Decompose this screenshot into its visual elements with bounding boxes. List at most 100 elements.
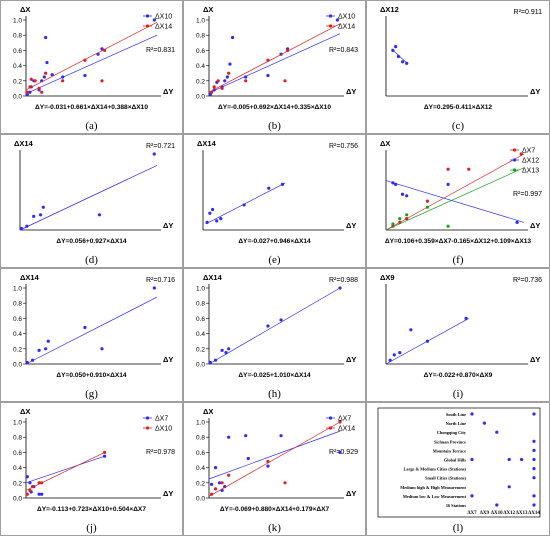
data-point <box>210 207 215 212</box>
data-point <box>266 464 270 468</box>
data-point <box>242 203 246 207</box>
data-point <box>42 75 46 79</box>
data-point <box>338 420 342 424</box>
r-squared: R²=0.716 <box>146 277 175 284</box>
y-tick-label: 1.0 <box>196 420 205 427</box>
panel-border <box>0 0 183 134</box>
y-axis-label: ΔX <box>380 139 390 148</box>
data-point <box>425 339 429 343</box>
regression-equation: ΔY=-0.022+0.870×ΔX9 <box>424 372 493 379</box>
y-tick-label: 0.4 <box>13 63 22 70</box>
y-tick-label: 0.6 <box>196 316 205 323</box>
table-column-label: ΔX9 <box>480 511 490 516</box>
data-point <box>41 205 45 209</box>
data-point <box>286 48 290 53</box>
x-axis-label: ΔY <box>530 355 540 364</box>
data-point <box>83 58 87 62</box>
panel-label: (f) <box>453 254 464 266</box>
data-point <box>227 71 231 75</box>
panel-j: (j) 0.0 0.2 0.4 0.6 0.8 1.0 ΔX ΔY R²=0.978 ΔY=-0.1… <box>0 402 183 536</box>
y-tick-label: 0.6 <box>196 450 205 457</box>
data-point <box>38 213 43 217</box>
panel-b: (b) 0.0 0.2 0.4 0.6 0.8 1.0 ΔX ΔY R²=0.843 ΔY=-0.0… <box>183 0 366 134</box>
data-point <box>32 214 36 218</box>
y-tick-label: 0.4 <box>13 465 22 472</box>
panel-d: (d) ΔX14 ΔY R²=0.721 ΔY=0.056+0.927×ΔX14 <box>0 134 183 268</box>
legend-marker <box>145 24 150 28</box>
data-point <box>467 167 471 171</box>
data-point <box>210 90 214 94</box>
y-tick-label: 0.4 <box>196 331 205 338</box>
y-axis-label: ΔX <box>20 5 30 14</box>
regression-equation: ΔY=0.056+0.927×ΔX14 <box>56 238 126 245</box>
data-point <box>400 60 405 64</box>
data-point <box>45 60 49 65</box>
table-mark <box>495 503 499 507</box>
panel-c: (c) ΔX12 ΔY R²=0.911 ΔY=0.295-0.411×ΔX12 <box>366 0 550 134</box>
data-point <box>25 92 29 97</box>
data-point <box>230 35 235 40</box>
legend-label: ΔX14 <box>338 24 355 31</box>
y-tick-label: 0.8 <box>196 301 205 308</box>
panel-l: (l) South Line North Line Chongqing City Sic… <box>366 402 550 536</box>
data-point <box>244 434 248 438</box>
data-point <box>227 347 231 351</box>
data-point <box>210 492 214 496</box>
table-frame <box>377 407 541 518</box>
fit-line <box>385 180 525 223</box>
panel-label: (b) <box>268 120 281 132</box>
data-point <box>220 481 224 485</box>
regression-equation: ΔY=-0.069+0.880×ΔX14+0.179×ΔX7 <box>220 506 330 513</box>
data-point <box>213 466 218 470</box>
panel-border <box>0 402 183 536</box>
x-axis-label: ΔY <box>346 221 356 230</box>
table-mark <box>532 467 536 471</box>
fit-line <box>25 34 158 95</box>
data-point <box>394 45 398 49</box>
y-tick-label: 0.0 <box>196 496 205 503</box>
panel-e: (e) ΔX14 ΔY R²=0.756 ΔY=-0.027+0.946×ΔX14 <box>183 134 366 268</box>
data-point <box>220 348 224 352</box>
table-mark <box>470 494 474 498</box>
data-point <box>33 79 37 83</box>
table-row-label: Chongqing City <box>437 430 467 435</box>
data-point <box>400 192 405 196</box>
data-point <box>100 47 104 51</box>
fit-line <box>25 296 158 365</box>
data-point <box>25 90 29 94</box>
regression-equation: ΔY=0.295-0.411×ΔX12 <box>424 104 492 111</box>
data-point <box>25 224 29 228</box>
y-tick-label: 0.2 <box>13 78 22 85</box>
r-squared: R²=0.997 <box>513 191 542 198</box>
y-axis-label: ΔX12 <box>380 5 399 14</box>
table-row-label: Mountain Terrace <box>433 448 466 453</box>
table-mark <box>520 457 524 462</box>
data-point <box>213 358 218 362</box>
y-tick-label: 0.8 <box>13 301 22 308</box>
data-point <box>215 219 219 223</box>
x-axis-label: ΔY <box>530 87 540 96</box>
data-point <box>29 77 33 81</box>
table-column-label: ΔX14 <box>528 511 540 516</box>
regression-equation: ΔY=0.106+0.359×ΔX7-0.165×ΔX12+0.109×ΔX13 <box>385 238 532 245</box>
fit-line <box>19 165 158 231</box>
y-tick-label: 0.4 <box>13 331 22 338</box>
data-point <box>392 353 396 357</box>
y-tick-label: 1.0 <box>13 420 22 427</box>
table-mark <box>532 476 536 480</box>
legend-label: ΔX10 <box>155 14 172 21</box>
data-point <box>61 75 65 79</box>
legend-marker <box>328 416 333 420</box>
data-point <box>210 482 214 486</box>
data-point <box>224 351 228 355</box>
table-column-label: ΔX7 <box>467 511 477 516</box>
panel-border <box>0 134 183 268</box>
data-point <box>216 79 220 83</box>
panel-border <box>366 0 550 134</box>
r-squared: R²=0.988 <box>329 277 358 284</box>
data-point <box>228 62 232 66</box>
data-point <box>28 90 32 94</box>
data-point <box>83 325 87 330</box>
data-point <box>391 48 395 53</box>
panel-border <box>183 0 366 134</box>
